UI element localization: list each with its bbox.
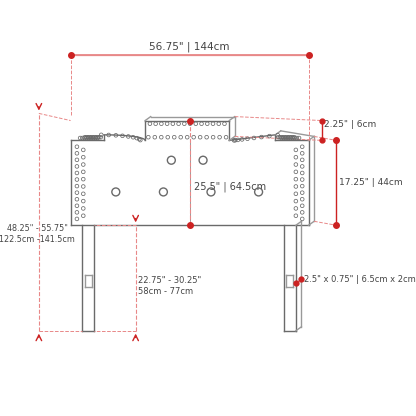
Text: 56.75" | 144cm: 56.75" | 144cm: [149, 42, 230, 52]
Text: 22.75" - 30.25"
58cm - 77cm: 22.75" - 30.25" 58cm - 77cm: [138, 276, 201, 296]
Text: 2.25" | 6cm: 2.25" | 6cm: [324, 120, 376, 129]
Text: 25.5" | 64.5cm: 25.5" | 64.5cm: [193, 181, 266, 192]
Text: 48.25" - 55.75"
122.5cm -141.5cm: 48.25" - 55.75" 122.5cm -141.5cm: [0, 224, 75, 244]
Text: 17.25" | 44cm: 17.25" | 44cm: [339, 178, 402, 187]
Text: 2.5" x 0.75" | 6.5cm x 2cm: 2.5" x 0.75" | 6.5cm x 2cm: [304, 275, 416, 284]
